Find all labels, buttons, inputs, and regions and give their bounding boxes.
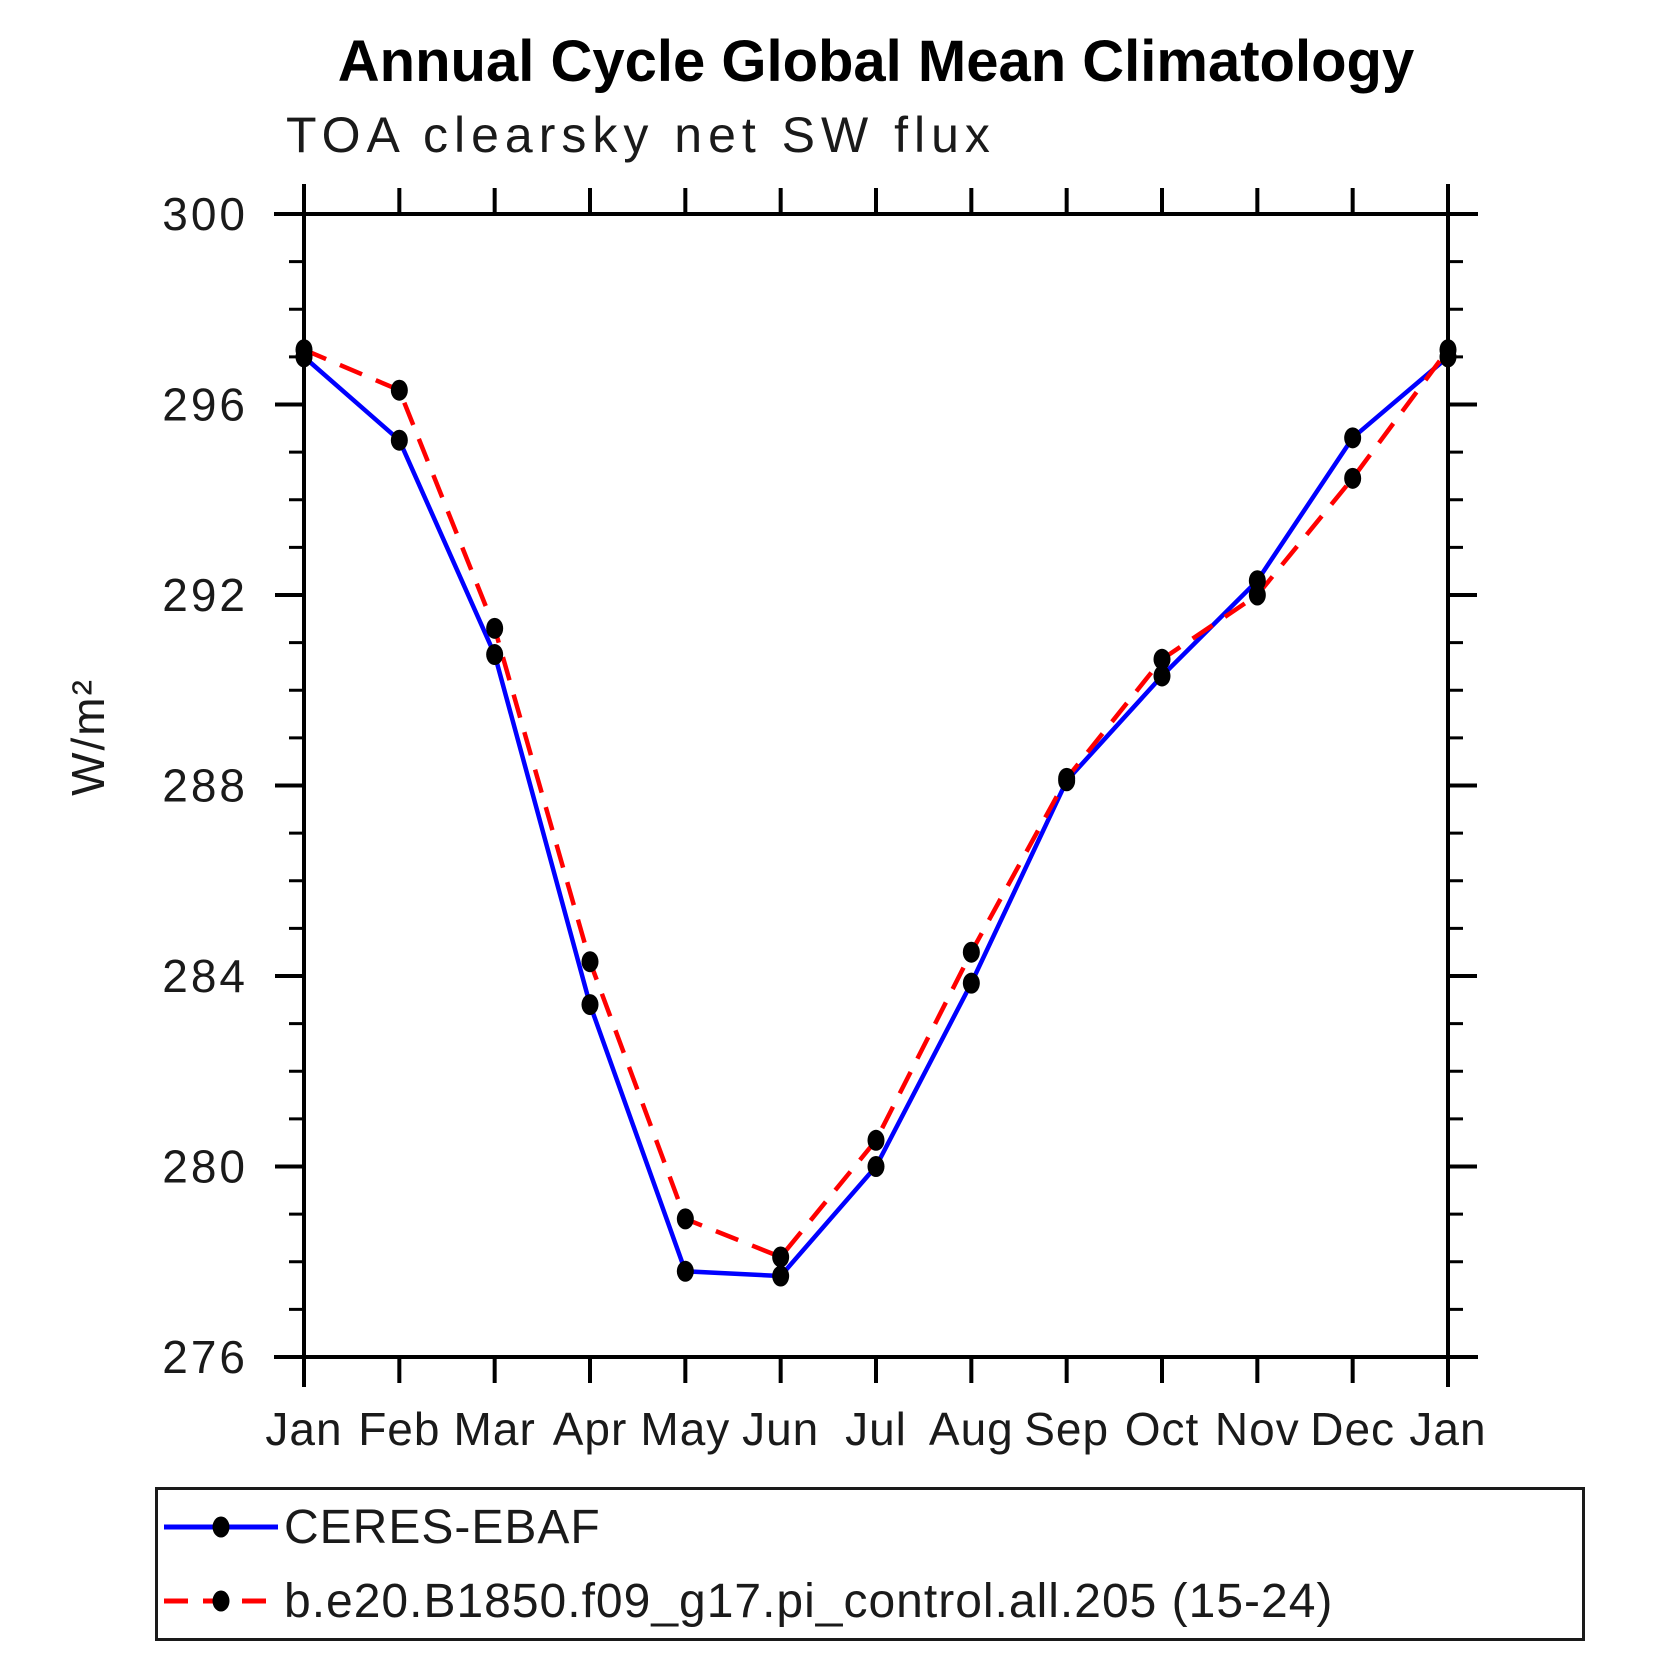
x-tick-label: Mar (454, 1403, 536, 1455)
legend-marker-dot (212, 1590, 230, 1612)
legend-entry-model: b.e20.B1850.f09_g17.pi_control.all.205 (… (158, 1565, 1582, 1637)
y-axis-ticks: 276 280 284 288 292 296 300 (162, 188, 1477, 1383)
y-tick-label: 276 (162, 1331, 248, 1383)
data-point-marker (772, 1246, 790, 1268)
chart-subtitle: TOA clearsky net SW flux (286, 107, 996, 163)
x-tick-label: May (640, 1403, 730, 1455)
data-point-marker (486, 644, 504, 666)
y-tick-label: 284 (162, 950, 248, 1002)
series-line-1 (303, 347, 1450, 1260)
x-tick-label: Feb (358, 1403, 440, 1455)
legend-solid-line-sample (164, 1516, 278, 1538)
legend-label-model: b.e20.B1850.f09_g17.pi_control.all.205 (… (284, 1574, 1334, 1628)
data-point-marker (867, 1129, 885, 1151)
y-axis-title: W/m² (62, 678, 114, 796)
data-point-marker (1153, 648, 1171, 670)
data-point-marker (1344, 467, 1362, 489)
x-tick-label: Nov (1215, 1403, 1300, 1455)
y-tick-label: 280 (162, 1141, 248, 1193)
y-tick-label: 292 (162, 569, 248, 621)
x-tick-label: Sep (1024, 1403, 1109, 1455)
data-point-marker (1344, 427, 1362, 449)
legend-dashed-line-sample (164, 1590, 278, 1612)
axis-frame (274, 184, 1478, 1387)
data-point-marker (1439, 339, 1457, 361)
x-tick-label: Jun (742, 1403, 819, 1455)
x-tick-label: Jan (1409, 1403, 1486, 1455)
series-markers-1 (295, 339, 1457, 1268)
x-tick-label: Dec (1310, 1403, 1395, 1455)
y-tick-label: 288 (162, 760, 248, 812)
data-point-marker (390, 379, 408, 401)
legend-entry-ceres: CERES-EBAF (158, 1491, 1582, 1563)
x-axis-ticks: Jan Feb Mar Apr May Jun Jul Aug Sep Oct Nov Dec Jan (265, 188, 1486, 1455)
legend-marker-dot (212, 1516, 230, 1538)
data-point-marker (772, 1265, 790, 1287)
data-point-marker (676, 1208, 694, 1230)
data-point-marker (676, 1260, 694, 1282)
data-point-marker (486, 617, 504, 639)
y-tick-label: 300 (162, 188, 248, 240)
data-point-marker (581, 994, 599, 1016)
data-point-marker (390, 429, 408, 451)
data-point-marker (1248, 584, 1266, 606)
x-tick-label: Aug (929, 1403, 1014, 1455)
data-point-marker (867, 1156, 885, 1177)
data-point-marker (581, 951, 599, 973)
y-tick-label: 296 (162, 379, 248, 431)
x-tick-label: Jul (845, 1403, 907, 1455)
x-tick-label: Apr (553, 1403, 628, 1455)
data-point-marker (1153, 665, 1171, 687)
x-tick-label: Oct (1125, 1403, 1200, 1455)
x-tick-label: Jan (265, 1403, 342, 1455)
chart-title: Annual Cycle Global Mean Climatology (337, 29, 1415, 94)
legend-label-ceres: CERES-EBAF (284, 1500, 601, 1554)
data-point-marker (962, 941, 980, 963)
data-point-marker (1058, 767, 1076, 789)
data-point-marker (962, 972, 980, 994)
data-point-marker (295, 339, 313, 361)
legend-box: CERES-EBAF b.e20.B1850.f09_g17.pi_contro… (155, 1487, 1585, 1641)
